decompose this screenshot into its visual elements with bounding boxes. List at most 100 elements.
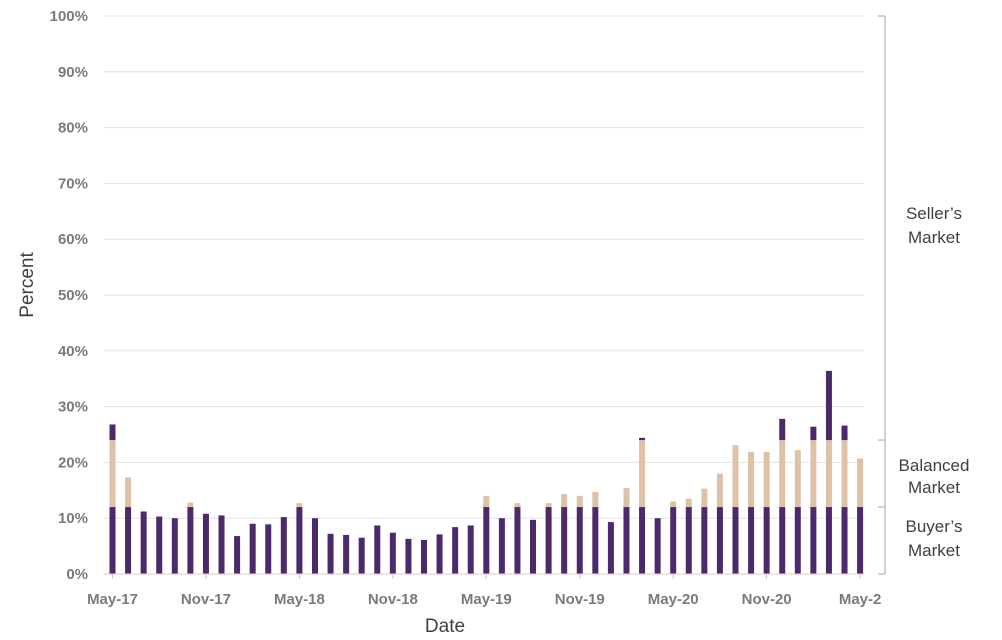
bar-segment (841, 507, 848, 574)
bar-segment (779, 418, 786, 441)
bar-segment (436, 534, 443, 574)
bar-segment (483, 507, 490, 574)
gridlines (104, 15, 864, 519)
bar-segment (187, 507, 194, 574)
bar-segment (794, 450, 801, 508)
bar-segment (358, 537, 365, 574)
bar-segment (654, 518, 661, 574)
y-tick-label: 0% (66, 566, 88, 583)
bar-segment (592, 507, 599, 574)
bar-segment (841, 440, 848, 508)
market-zone-label: Balanced Market (899, 456, 970, 497)
bar-segment (561, 507, 568, 574)
bar-segment (732, 445, 739, 508)
bar-segment (794, 507, 801, 574)
bar-segment (779, 440, 786, 508)
bar-segment (639, 440, 646, 508)
bar-segment (421, 539, 427, 574)
bar-segment (109, 507, 116, 574)
bar-segment (810, 426, 817, 441)
x-tick-label: Nov-17 (181, 591, 231, 608)
y-tick-label: 70% (58, 175, 88, 192)
bar-segment (841, 425, 848, 441)
y-tick-label: 100% (50, 8, 88, 25)
bar-segment (109, 424, 116, 441)
bar-segment (779, 507, 786, 574)
bar-segment (234, 536, 241, 574)
x-tick-label: Nov-18 (368, 591, 418, 608)
bar-segment (296, 503, 303, 508)
y-tick-label: 60% (58, 231, 88, 248)
x-tick-label: Nov-20 (742, 591, 792, 608)
bar-segment (452, 527, 459, 574)
y-tick-label: 30% (58, 399, 88, 416)
y-tick-label: 10% (58, 510, 88, 527)
bar-segment (483, 495, 490, 508)
bar-segment (202, 513, 209, 574)
bar-segment (623, 507, 630, 574)
bar-segment (748, 451, 755, 508)
bar-segment (701, 507, 708, 574)
x-axis-label: Date (425, 616, 465, 637)
bar-segment (125, 477, 132, 508)
x-axis-ticks: May-17 Nov-17 May-18 Nov-18 May-19 Nov-19 May-… (87, 574, 881, 608)
bar-segment (467, 525, 474, 574)
bar-segment (639, 507, 646, 574)
bar-segment (249, 523, 256, 574)
x-tick-label: May-18 (274, 591, 325, 608)
market-brackets: Buyer’s Market Balanced Market Seller’s Marke… (878, 15, 970, 575)
bar-segment (514, 507, 521, 574)
bar-segment (748, 507, 755, 574)
bar-segment (296, 507, 303, 574)
y-axis-label: Percent (17, 252, 38, 318)
bar-segment (716, 473, 723, 508)
x-tick-label: May-17 (87, 591, 138, 608)
bar-segment (545, 507, 552, 574)
bar-segment (763, 451, 770, 508)
bar-segment (498, 518, 505, 574)
bar-segment (561, 494, 568, 508)
y-tick-label: 90% (58, 64, 88, 81)
bar-segment (576, 495, 583, 508)
bar-segment (280, 517, 287, 574)
bar-segment (374, 525, 381, 574)
bar-segment (810, 440, 817, 508)
bar-segment (685, 507, 692, 574)
bar-segment (607, 522, 614, 574)
bar-segment (514, 503, 521, 508)
y-tick-label: 80% (58, 120, 88, 137)
market-zone-label: Buyer’s Market (905, 517, 962, 560)
bar-segment (140, 511, 147, 574)
bar-segment (670, 507, 677, 574)
bar-segment (125, 507, 132, 574)
bars (109, 370, 864, 574)
market-zone-label: Seller’s Market (906, 204, 962, 247)
bar-segment (187, 502, 194, 508)
bar-segment (405, 538, 412, 574)
x-tick-label: Nov-19 (555, 591, 605, 608)
bar-segment (701, 488, 708, 508)
bar-segment (825, 440, 832, 508)
bar-segment (639, 437, 646, 441)
bar-segment (825, 507, 832, 574)
bar-segment (670, 501, 677, 508)
bar-segment (171, 518, 178, 574)
bar-segment (265, 524, 272, 574)
x-tick-label: May-20 (648, 591, 699, 608)
bar-segment (592, 491, 599, 508)
y-tick-label: 20% (58, 454, 88, 471)
bar-segment (156, 516, 163, 574)
bar-segment (857, 507, 864, 574)
bar-segment (732, 507, 739, 574)
bar-segment (623, 488, 630, 508)
y-tick-label: 50% (58, 287, 88, 304)
bar-segment (685, 498, 692, 508)
bar-segment (327, 533, 334, 574)
bar-segment (810, 507, 817, 574)
bar-segment (576, 507, 583, 574)
x-tick-label: May-2 (839, 591, 882, 608)
bar-segment (218, 515, 225, 574)
y-axis-ticks: 0% 10% 20% 30% 40% 50% 60% 70% 80% 90% 100% (50, 8, 88, 583)
bar-segment (311, 518, 318, 574)
